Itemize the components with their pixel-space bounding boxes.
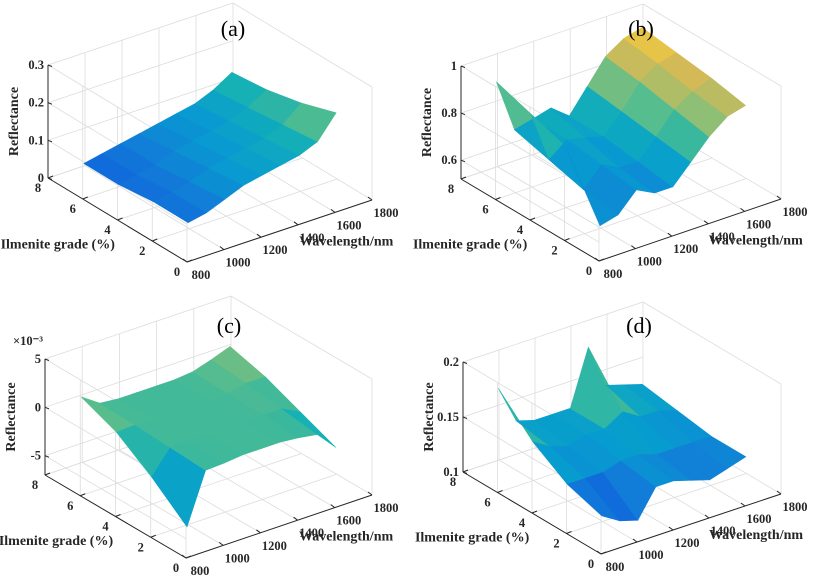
grade-tick-label: 2 (138, 540, 144, 554)
wavelength-tick-label: 1000 (225, 551, 250, 565)
grade-tick-label: 8 (35, 181, 41, 195)
z-axis-label: Reflectance (7, 87, 22, 156)
panel-title: (a) (221, 16, 245, 41)
grade-axis-label: Ilmenite grade (%) (415, 530, 530, 545)
grade-tick-label: 0 (174, 265, 180, 279)
grade-tick-label: 6 (67, 499, 73, 513)
wavelength-tick-label: 1000 (639, 548, 664, 562)
grade-tick-label: 4 (102, 520, 109, 534)
wavelength-tick-label: 800 (191, 564, 210, 578)
surface-patch (692, 77, 747, 117)
panel-b: 0.6 0.8 1 0 2 4 6 8 800 1000 1200 1400 1600 1800 Refle… (413, 3, 808, 281)
wavelength-tick-label: 1800 (783, 205, 808, 219)
grade-tick-label: 0 (586, 264, 592, 278)
wavelength-tick-label: 1200 (262, 539, 287, 553)
axes: 0.6 0.8 1 0 2 4 6 8 800 1000 1200 1400 1600 1800 Refle… (413, 59, 808, 281)
wavelength-axis-label: Wavelength/nm (299, 234, 393, 249)
z-axis-label: Reflectance (4, 382, 19, 451)
z-tick-label: 1 (451, 59, 457, 73)
wavelength-axis-line (186, 199, 373, 263)
grade-axis-label: Ilmenite grade (%) (413, 237, 528, 252)
wavelength-axis-line (600, 493, 782, 555)
panel-a: 0 0.1 0.2 0.3 0 2 4 6 8 800 1000 1200 1400 1600 1800 Re… (1, 2, 399, 282)
wavelength-tick-label: 1400 (710, 230, 735, 244)
grade-tick-label: 2 (553, 537, 559, 551)
wavelength-axis-label: Wavelength/nm (709, 528, 803, 543)
surface-patch (282, 102, 337, 142)
wavelength-tick-label: 800 (192, 268, 211, 282)
wavelength-tick-label: 1200 (675, 536, 700, 550)
wavelength-tick-label: 1600 (747, 512, 772, 526)
surface-patch (692, 435, 747, 469)
grade-tick-label: 0 (173, 561, 179, 575)
z-tick-label: 5 (35, 352, 41, 366)
z-tick-label: 0.2 (28, 96, 44, 110)
wavelength-tick-label: 1000 (226, 256, 251, 270)
wavelength-axis-label: Wavelength/nm (709, 233, 803, 248)
axes: 0.1 0.15 0.2 0 2 4 6 8 800 1000 1200 1400 1600 1800 Re… (415, 355, 808, 574)
grade-tick-label: 6 (70, 202, 76, 216)
z-tick-label: 0 (35, 400, 41, 414)
wavelength-axis-line (598, 198, 782, 262)
grade-tick-label: 4 (517, 223, 524, 237)
surface (498, 346, 747, 522)
z-tick-label: 0.2 (443, 355, 459, 369)
z-exponent-label: ×10⁻³ (13, 334, 43, 348)
wavelength-tick-label: 800 (604, 267, 623, 281)
z-tick-label: 0.8 (441, 106, 457, 120)
z-tick-label: 0.1 (443, 465, 459, 479)
wavelength-tick-label: 1600 (336, 514, 361, 528)
wavelength-tick-label: 1800 (783, 500, 808, 514)
wavelength-tick-label: 1200 (263, 243, 288, 257)
panel-d: 0.1 0.15 0.2 0 2 4 6 8 800 1000 1200 1400 1600 1800 Re… (415, 301, 808, 574)
wavelength-axis-label: Wavelength/nm (299, 529, 393, 544)
z-axis-label: Reflectance (420, 88, 435, 157)
grade-tick-label: 4 (519, 516, 526, 530)
wavelength-tick-label: 1000 (637, 255, 662, 269)
grade-axis-label: Ilmenite grade (%) (0, 534, 113, 549)
wavelength-tick-label: 1400 (711, 524, 736, 538)
wavelength-tick-label: 1600 (746, 217, 771, 231)
surface (80, 346, 337, 528)
z-tick-label: 0.1 (28, 133, 44, 147)
grade-tick-label: 8 (450, 475, 456, 489)
panel-c: -5 0 5 0 2 4 6 8 800 1000 1200 1400 1600 1800 Reflecta… (0, 295, 399, 578)
axes: -5 0 5 0 2 4 6 8 800 1000 1200 1400 1600 1800 Reflecta… (0, 334, 399, 578)
grade-tick-label: 2 (139, 244, 145, 258)
wavelength-tick-label: 1200 (673, 242, 698, 256)
surface (83, 72, 337, 224)
z-tick-label: 0.15 (437, 410, 459, 424)
z-tick-label: 0.3 (28, 58, 44, 72)
grade-tick-label: 6 (484, 496, 490, 510)
surface-patch (281, 408, 337, 448)
panel-title: (d) (626, 313, 652, 338)
axes: 0 0.1 0.2 0.3 0 2 4 6 8 800 1000 1200 1400 1600 1800 Re… (1, 58, 399, 282)
grade-axis-label: Ilmenite grade (%) (1, 238, 116, 253)
z-axis-label: Reflectance (422, 382, 437, 451)
grade-tick-label: 8 (32, 478, 38, 492)
grade-tick-label: 8 (448, 182, 454, 196)
wavelength-tick-label: 800 (606, 560, 625, 574)
z-tick-label: 0.6 (441, 153, 457, 167)
wavelength-tick-label: 1400 (299, 526, 324, 540)
wavelength-tick-label: 1800 (374, 206, 399, 220)
panel-title: (b) (628, 16, 654, 41)
z-tick-label: -5 (31, 449, 41, 463)
wavelength-tick-label: 1400 (300, 231, 325, 245)
surface (496, 27, 747, 227)
grade-tick-label: 4 (104, 223, 111, 237)
wavelength-tick-label: 1800 (374, 501, 399, 515)
z-tick-label: 0 (38, 171, 44, 185)
wavelength-axis-line (185, 494, 373, 559)
grade-tick-label: 6 (482, 203, 488, 217)
grade-tick-label: 2 (551, 244, 557, 258)
wavelength-tick-label: 1600 (337, 218, 362, 232)
panel-title: (c) (217, 313, 241, 338)
grade-tick-label: 0 (588, 557, 594, 571)
